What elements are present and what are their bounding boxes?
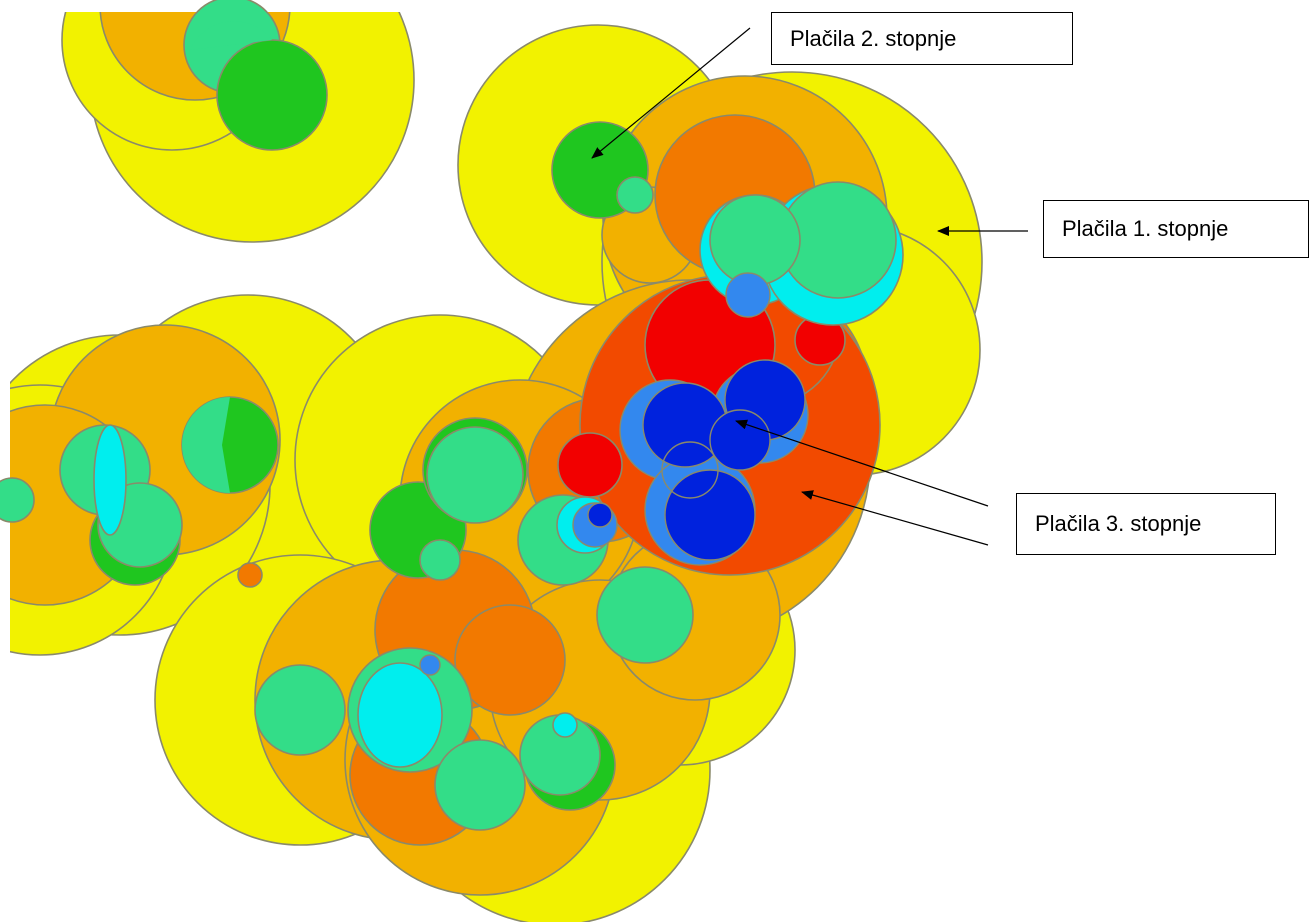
arrow-level-3-ring [801, 490, 989, 546]
legend-text-level-3: Plačila 3. stopnje [1035, 511, 1202, 536]
legend-label-level-1: Plačila 1. stopnje [1043, 200, 1309, 258]
zone-level-2 [0, 0, 904, 831]
annotation-arrows [591, 27, 1028, 546]
zone-level-3 [419, 272, 809, 676]
legend-text-level-2: Plačila 2. stopnje [790, 25, 957, 51]
arrow-level-2 [591, 27, 751, 159]
legend-text-level-1: Plačila 1. stopnje [1062, 216, 1229, 241]
arrow-level-3-core [735, 419, 989, 507]
legend-label-level-3: Plačila 3. stopnje [1016, 493, 1276, 555]
legend-label-level-2: Plačila 2. stopnje [771, 12, 1073, 65]
